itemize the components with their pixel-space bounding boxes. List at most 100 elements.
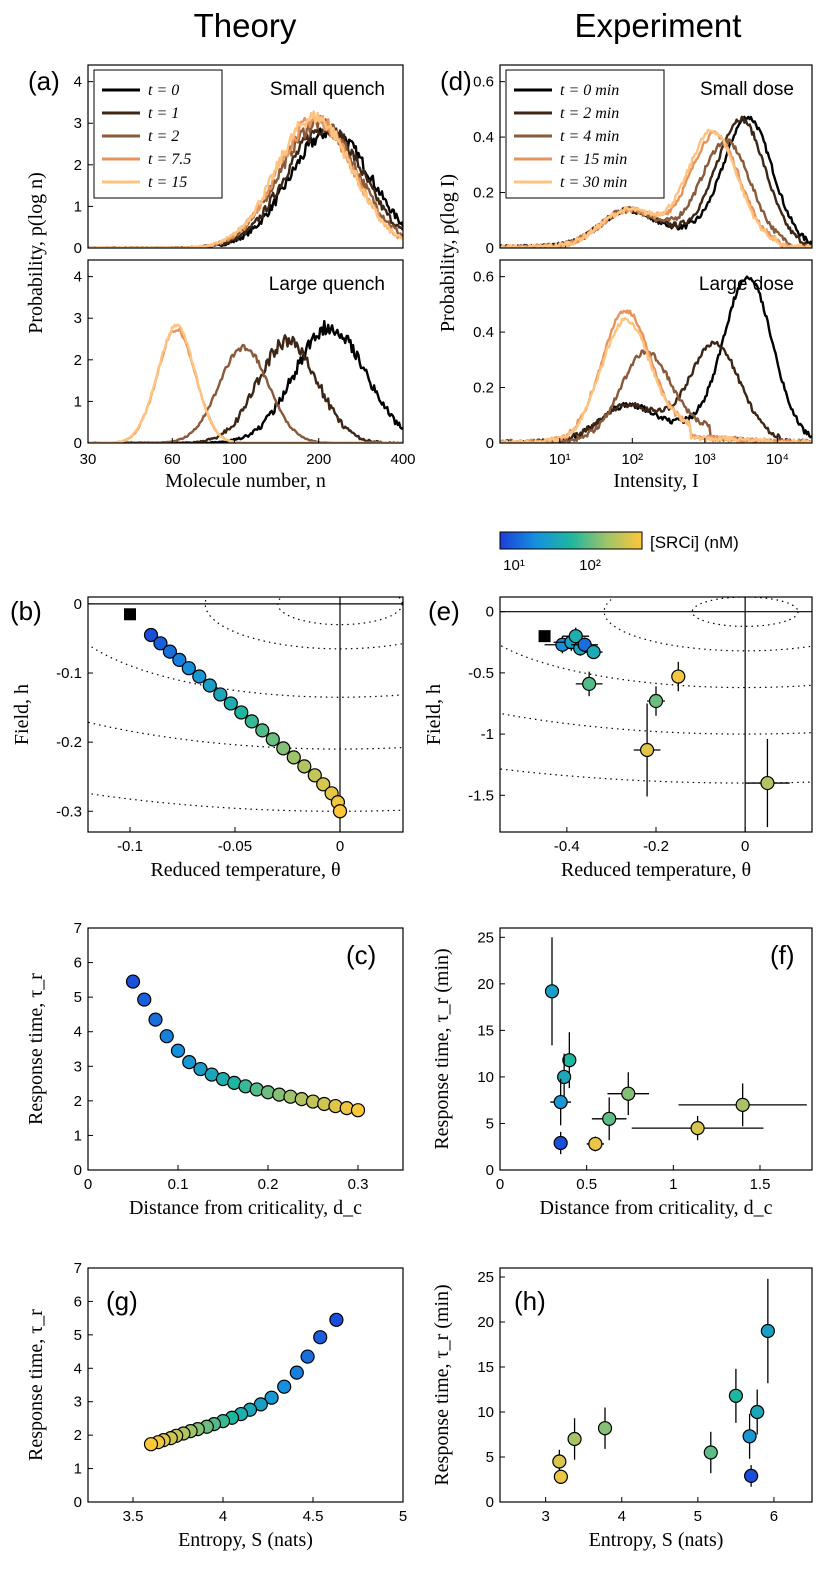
reference-square-marker	[538, 630, 551, 643]
y-tick-label: 2	[74, 1093, 82, 1110]
distribution-line	[88, 319, 403, 443]
distribution-line	[88, 326, 403, 443]
y-tick-label: 5	[74, 1327, 82, 1344]
data-point	[690, 1121, 705, 1136]
data-point	[703, 1445, 718, 1460]
plot-frame	[87, 596, 404, 833]
distribution-line	[88, 334, 403, 443]
data-point	[125, 974, 141, 989]
x-tick-label: 3	[541, 1508, 549, 1525]
plot-frame	[499, 927, 813, 1171]
colorbar-tick: 10¹	[503, 557, 525, 574]
y-tick-label: 0	[486, 1162, 494, 1179]
y-tick-label: 4	[74, 1360, 82, 1377]
data-point	[621, 1086, 636, 1101]
data-point	[553, 1094, 568, 1110]
data-point	[143, 1437, 159, 1452]
data-point	[567, 1431, 582, 1447]
y-tick-label: 2	[74, 352, 82, 369]
panel-label: (d)	[440, 66, 472, 96]
x-tick-label: 1.5	[750, 1176, 771, 1193]
x-tick-label: 4	[219, 1508, 227, 1525]
x-tick-label: 10²	[621, 451, 643, 468]
y-tick-label: 0	[486, 435, 494, 452]
plot-area	[88, 319, 403, 443]
x-tick-label: 0	[741, 838, 749, 855]
legend-entry: t = 1	[148, 105, 179, 122]
y-tick-label: 5	[486, 1449, 494, 1466]
plot-area	[500, 275, 812, 443]
x-tick-label: 0.1	[168, 1176, 189, 1193]
plot-frame	[87, 1267, 404, 1503]
x-tick-label: 30	[80, 451, 97, 468]
data-point	[728, 1388, 744, 1403]
colorbar-tick: 10²	[579, 557, 601, 574]
x-tick-label: 5	[694, 1508, 702, 1525]
panel-e-phase-experiment: -0.4 -0.2 0 0 -0.5 -1 -1.5 Reduced temperature,…	[423, 596, 813, 881]
x-axis-label: Reduced temperature, θ	[150, 859, 340, 881]
distribution-line	[500, 316, 812, 443]
data-point	[286, 750, 301, 765]
subplot-annotation: Large quench	[269, 274, 385, 295]
x-tick-label: 4	[618, 1508, 626, 1525]
y-tick-label: 0	[486, 240, 494, 257]
data-point	[750, 1404, 765, 1420]
y-tick-label: 7	[74, 920, 82, 937]
y-tick-label: 0	[74, 435, 82, 452]
subplot-annotation: Small dose	[700, 79, 794, 100]
panel-label: (h)	[514, 1286, 546, 1316]
y-tick-label: 0	[486, 1494, 494, 1511]
data-point	[182, 1055, 197, 1070]
colorbar-label: [SRCi] (nM)	[650, 533, 739, 552]
data-point	[553, 1469, 568, 1484]
legend-entry: t = 0	[148, 82, 179, 99]
data-point	[568, 629, 583, 644]
legend-entry: t = 4 min	[560, 128, 619, 145]
data-point	[639, 742, 655, 758]
x-tick-label: 10⁴	[766, 451, 789, 468]
x-tick-label: 0.3	[348, 1176, 369, 1193]
x-tick-label: 0	[496, 1176, 504, 1193]
y-axis-label: Response time, τ_r (min)	[431, 1284, 453, 1485]
y-tick-label: -0.1	[56, 665, 82, 682]
y-tick-label: 3	[74, 1058, 82, 1075]
legend-box	[93, 69, 223, 199]
panel-f-response-vs-distance-experiment: 0 0.5 1 1.5 0 5 10 15 20 25 Distance from critical…	[431, 927, 813, 1219]
data-point	[332, 804, 348, 819]
y-tick-label: 5	[74, 989, 82, 1006]
y-tick-label: 10	[477, 1404, 494, 1421]
y-tick-label: 6	[74, 955, 82, 972]
y-tick-label: 20	[477, 1314, 494, 1331]
subplot-annotation: Small quench	[270, 79, 385, 100]
y-tick-label: 0.6	[473, 269, 494, 286]
legend-entry: t = 15 min	[560, 151, 627, 168]
data-point	[170, 1043, 186, 1058]
panel-c-response-vs-distance-theory: 0 0.1 0.2 0.3 0 1 2 3 4 5 6 7 Distance from critical…	[25, 920, 404, 1219]
distribution-line	[88, 110, 403, 248]
data-point	[193, 1061, 208, 1077]
data-point	[265, 732, 280, 747]
plot-frame	[499, 64, 813, 249]
data-point	[192, 669, 207, 684]
y-tick-label: 0.2	[473, 380, 494, 397]
plot-frame	[499, 596, 813, 833]
data-point	[223, 696, 238, 711]
data-point	[153, 636, 168, 651]
y-tick-label: 15	[477, 1359, 494, 1376]
data-point	[213, 687, 228, 702]
x-tick-label: 0	[336, 838, 344, 855]
y-tick-label: -0.3	[56, 803, 82, 820]
data-point	[760, 775, 775, 791]
y-tick-label: 4	[74, 1024, 82, 1041]
data-point	[244, 714, 259, 729]
x-tick-label: 5	[399, 1508, 407, 1525]
x-tick-label: -0.1	[117, 838, 143, 855]
y-tick-label: 2	[74, 1427, 82, 1444]
x-tick-label: 60	[164, 451, 181, 468]
panel-label: (e)	[428, 596, 460, 626]
x-axis-label: Reduced temperature, θ	[561, 859, 751, 881]
y-tick-label: 0.4	[473, 129, 494, 146]
legend-entry: t = 2	[148, 128, 179, 145]
data-point	[760, 1323, 775, 1339]
y-tick-label: 1	[74, 393, 82, 410]
